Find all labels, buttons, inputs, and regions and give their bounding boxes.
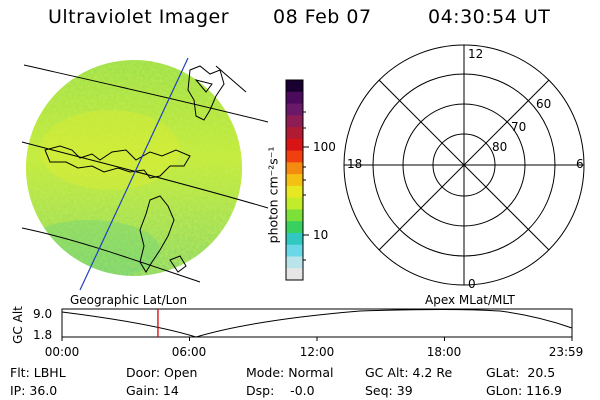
x-tick-1200: 12:00 [299, 345, 335, 359]
colorbar-segment [286, 80, 303, 93]
colorbar-segment [286, 197, 303, 210]
meridian-line [79, 57, 189, 291]
instrument-title: Ultraviolet Imager [48, 6, 230, 28]
geographic-label: Geographic Lat/Lon [70, 293, 188, 307]
gain-value: Gain: 14 [126, 383, 179, 398]
colorbar [285, 79, 304, 281]
colorbar-segment [286, 91, 303, 105]
x-tick-2359: 23:59 [548, 345, 584, 359]
mlt-label-0: 0 [468, 277, 476, 291]
colorbar-segment [286, 174, 303, 187]
mlat-label-70: 70 [511, 120, 527, 134]
geo-grid [21, 64, 269, 283]
colorbar-segment [286, 162, 303, 175]
colorbar-tick-10: 10 [313, 228, 329, 242]
colorbar-segment [286, 232, 303, 246]
colorbar-segment [286, 185, 303, 199]
timeline-axis-label: GC Alt [11, 306, 25, 344]
colorbar-tick-100: 100 [313, 140, 336, 154]
gc-alt-value: GC Alt: 4.2 Re [365, 365, 453, 380]
colorbar-segment [286, 150, 303, 163]
coastline [194, 79, 213, 93]
door-value: Door: Open [126, 365, 198, 380]
timeline-plot [61, 308, 573, 341]
mode-value: Mode: Normal [246, 365, 334, 380]
x-tick-1800: 18:00 [426, 345, 462, 359]
x-tick-0000: 00:00 [44, 345, 80, 359]
altitude-curve [61, 309, 573, 338]
ip-value: IP: 36.0 [10, 383, 58, 398]
mlt-label-18: 18 [347, 157, 363, 171]
x-tick-0600: 06:00 [171, 345, 207, 359]
colorbar-unit-label: photon cm⁻²s⁻¹ [265, 146, 281, 244]
mlt-label-12: 12 [468, 47, 484, 61]
colorbar-segment [286, 244, 303, 257]
seq-value: Seq: 39 [365, 383, 413, 398]
colorbar-segment [286, 138, 303, 152]
coastline [139, 195, 175, 273]
colorbar-segment [286, 221, 303, 234]
colorbar-segment [286, 103, 303, 116]
colorbar-segment [286, 256, 303, 269]
mlat-label-60: 60 [536, 97, 552, 111]
colorbar-segment [286, 115, 303, 128]
flt-value: Flt: LBHL [10, 365, 66, 380]
y-tick-1.8: 1.8 [33, 328, 53, 342]
colorbar-segment [286, 209, 303, 222]
latitude-line [21, 227, 201, 283]
glon-value: GLon: 116.9 [486, 383, 562, 398]
dsp-value: Dsp: -0.0 [246, 383, 315, 398]
colorbar-ticks [303, 111, 309, 261]
coastline [44, 145, 191, 179]
colorbar-segment [286, 268, 303, 281]
glat-value: GLat: 20.5 [486, 365, 556, 380]
polar-plot [343, 44, 585, 286]
terminator-line [215, 65, 247, 93]
coastline [169, 255, 187, 273]
colorbar-segment [286, 127, 303, 140]
date-label: 08 Feb 07 [273, 6, 372, 28]
latitude-line [23, 64, 269, 123]
y-tick-9: 9.0 [33, 307, 53, 321]
time-label: 04:30:54 UT [428, 6, 551, 28]
apex-label: Apex MLat/MLT [425, 293, 515, 307]
mlat-label-80: 80 [492, 140, 508, 154]
mlt-label-6: 6 [576, 157, 584, 171]
coastline [187, 65, 225, 121]
